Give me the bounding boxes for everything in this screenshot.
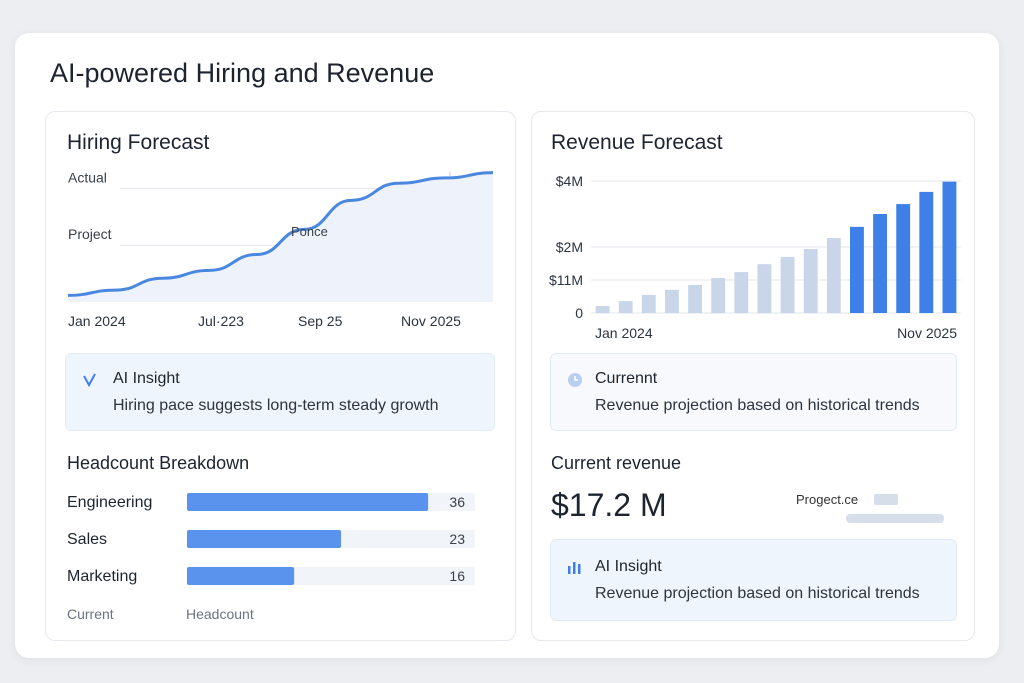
current-box [550, 353, 957, 431]
y-tick-label: $11M [549, 272, 583, 288]
current-revenue-value: $17.2 M [551, 487, 667, 523]
bar [896, 204, 911, 313]
bar [873, 214, 887, 313]
bar [665, 289, 679, 313]
headcount-chart: Engineering 36 Sales 23 Marketing 16 Current He… [67, 493, 475, 622]
x-tick-label: Jul·223 [198, 313, 244, 329]
x-tick-label: Sep 25 [298, 313, 343, 329]
insight-title: AI Insight [113, 370, 180, 387]
value-label: 23 [449, 531, 465, 547]
bar [734, 272, 749, 313]
current-text: Revenue projection based on historical t… [595, 397, 920, 414]
current-title: Currennt [595, 370, 658, 387]
bar [595, 306, 610, 313]
clock-icon [568, 373, 582, 387]
insight-box-2 [550, 539, 957, 621]
bar [780, 256, 795, 313]
value-label: 36 [449, 494, 465, 510]
x-tick-label: Jan 2024 [68, 313, 126, 329]
current-revenue-title: Current revenue [551, 453, 682, 473]
bar [826, 238, 841, 313]
bar [187, 567, 295, 585]
insight-icon-2 [568, 562, 581, 574]
y-tick-label: $4M [556, 173, 583, 189]
bar [187, 530, 342, 548]
bar [803, 248, 818, 313]
bar [618, 301, 633, 313]
footer-label: Headcount [186, 606, 254, 622]
insight-title-2: AI Insight [595, 558, 662, 575]
bar [641, 294, 656, 313]
y-tick-label: 0 [575, 305, 583, 321]
footer-label: Current [67, 606, 114, 622]
insight-icon [83, 373, 96, 388]
x-tick-label: Jan 2024 [595, 325, 653, 341]
page-title: AI-powered Hiring and Revenue [50, 58, 435, 88]
y-tick-label: $2M [556, 239, 583, 255]
hiring-chart: Actual Project Ponce Jan 2024 Jul·223 Sep 25 N… [67, 169, 494, 329]
legend-bar [846, 514, 944, 523]
value-label: 16 [449, 568, 465, 584]
revenue-title: Revenue Forecast [551, 131, 723, 154]
line [67, 171, 494, 297]
y-tick-label: Project [68, 226, 112, 242]
category-label: Engineering [67, 494, 152, 511]
bar [919, 191, 934, 313]
legend-swatch [874, 494, 898, 505]
bar [757, 264, 772, 313]
headcount-title: Headcount Breakdown [67, 453, 250, 473]
hiring-title: Hiring Forecast [67, 131, 210, 154]
y-tick-label: Actual [68, 169, 107, 185]
legend-label: Progect.ce [796, 492, 859, 507]
area [68, 172, 493, 302]
insight-text: Hiring pace suggests long-term steady gr… [113, 397, 439, 414]
bar [942, 181, 957, 313]
category-label: Marketing [67, 568, 137, 585]
bar [850, 226, 864, 313]
bar [711, 278, 726, 313]
annotation: Ponce [291, 224, 328, 239]
bar [688, 284, 702, 313]
insight-text-2: Revenue projection based on historical t… [595, 585, 920, 602]
insight-box [65, 353, 495, 431]
bar [187, 493, 429, 511]
x-tick-label: Nov 2025 [897, 325, 957, 341]
category-label: Sales [67, 531, 107, 548]
x-tick-label: Nov 2025 [401, 313, 461, 329]
revenue-chart: 0 $11M $2M $4M Jan 2024 Nov 2025 [549, 173, 961, 341]
